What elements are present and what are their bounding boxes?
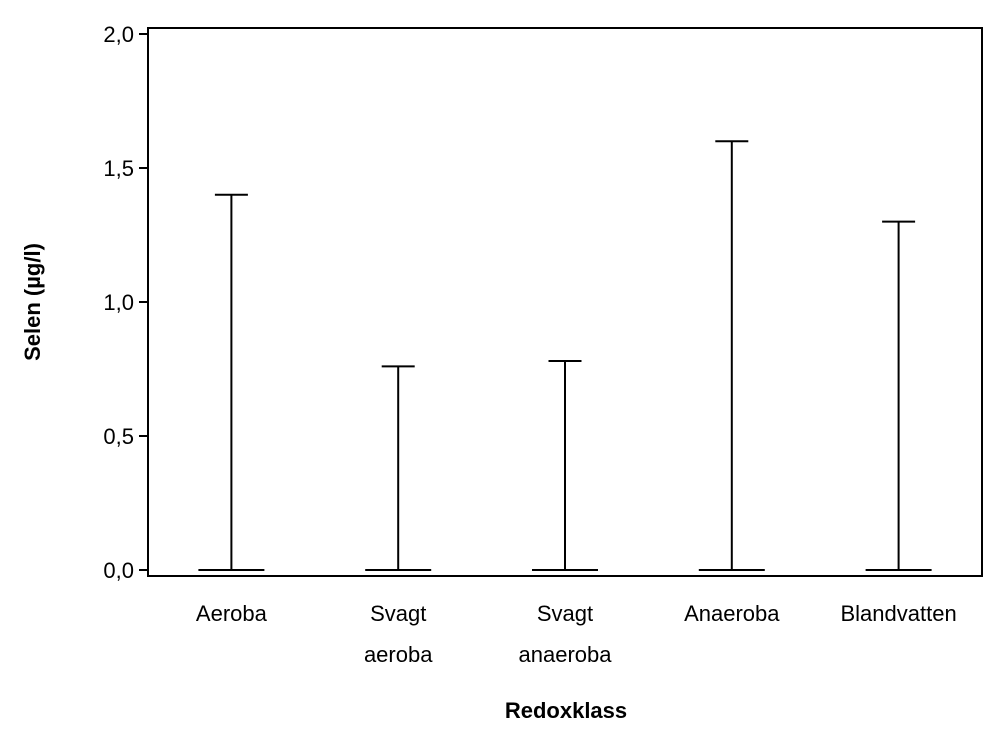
y-tick-label: 1,0 — [103, 290, 134, 315]
y-axis-title: Selen (µg/l) — [20, 243, 45, 361]
x-category-label: anaeroba — [519, 642, 613, 667]
x-category-label: aeroba — [364, 642, 433, 667]
y-tick-label: 0,5 — [103, 424, 134, 449]
y-tick-label: 1,5 — [103, 156, 134, 181]
x-category-label: Anaeroba — [684, 601, 780, 626]
y-tick-label: 2,0 — [103, 22, 134, 47]
x-axis-title: Redoxklass — [505, 698, 627, 723]
x-category-label: Svagt — [537, 601, 593, 626]
x-category-label: Blandvatten — [840, 601, 956, 626]
x-category-label: Aeroba — [196, 601, 268, 626]
x-category-label: Svagt — [370, 601, 426, 626]
y-tick-label: 0,0 — [103, 558, 134, 583]
